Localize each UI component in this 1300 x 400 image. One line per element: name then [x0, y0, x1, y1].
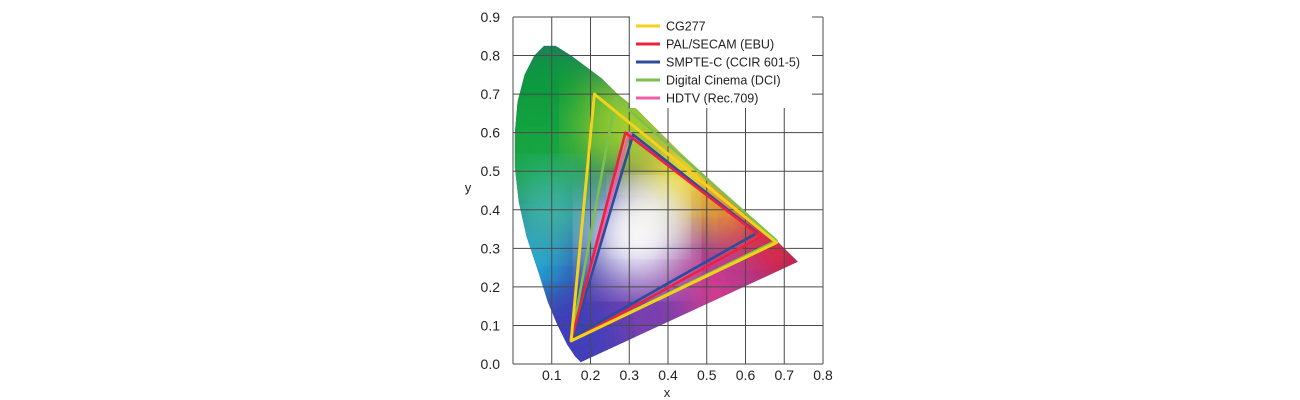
legend-label: Digital Cinema (DCI) [666, 74, 781, 88]
legend-label: HDTV (Rec.709) [666, 92, 758, 106]
gamut-triangles [569, 92, 778, 343]
legend: CG277 PAL/SECAM (EBU) SMPTE-C (CCIR 601-5)… [630, 14, 812, 108]
legend-label: CG277 [666, 20, 706, 34]
y-tick-label: 0.3 [481, 240, 501, 256]
gamut-triangle-smpte-c-ccir-601-5 [571, 133, 759, 339]
x-tick-label: 0.7 [775, 367, 795, 383]
y-tick-label: 0.7 [481, 86, 501, 102]
legend-label: PAL/SECAM (EBU) [666, 38, 774, 52]
x-tick-label: 0.4 [658, 367, 678, 383]
y-tick-label: 0.9 [481, 9, 501, 25]
white-point-region-2 [618, 187, 679, 248]
y-tick-label: 0.0 [481, 356, 501, 372]
x-tick-label: 0.6 [736, 367, 756, 383]
y-tick-labels: 0.0 0.1 0.2 0.3 0.4 0.5 0.6 0.7 0.8 0.9 [481, 9, 501, 372]
legend-label: SMPTE-C (CCIR 601-5) [666, 56, 800, 70]
y-axis-label: y [465, 180, 472, 195]
x-tick-label: 0.2 [581, 367, 601, 383]
x-tick-labels: 0.1 0.2 0.3 0.4 0.5 0.6 0.7 0.8 [542, 367, 833, 383]
y-tick-label: 0.2 [481, 279, 501, 295]
x-tick-label: 0.3 [620, 367, 640, 383]
y-tick-label: 0.8 [481, 48, 501, 64]
x-axis-label: x [664, 385, 671, 400]
legend-background [630, 14, 812, 108]
x-tick-label: 0.8 [813, 367, 833, 383]
gamut-triangle-pal-secam-ebu [569, 131, 763, 343]
y-tick-label: 0.6 [481, 125, 501, 141]
y-tick-label: 0.1 [481, 317, 501, 333]
x-tick-label: 0.5 [697, 367, 717, 383]
gamut-triangle-cg277 [569, 92, 778, 343]
y-tick-label: 0.5 [481, 163, 501, 179]
y-tick-label: 0.4 [481, 202, 501, 218]
x-tick-label: 0.1 [542, 367, 562, 383]
